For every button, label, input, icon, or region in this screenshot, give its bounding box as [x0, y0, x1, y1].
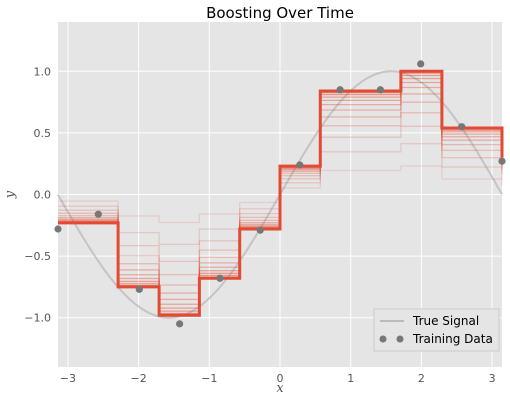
- y-tick-label-2: 0.0: [34, 189, 52, 202]
- training-point-4: [216, 274, 224, 282]
- training-point-8: [376, 86, 384, 94]
- y-tick-label-3: 0.5: [34, 127, 52, 140]
- training-point-5: [256, 226, 264, 234]
- chart-title: Boosting Over Time: [206, 4, 354, 22]
- legend-training-data-swatch: [379, 335, 387, 343]
- training-data-layer: [54, 60, 506, 328]
- legend: True Signal Training Data: [373, 308, 500, 352]
- training-point-3: [176, 320, 184, 328]
- x-axis-label: x: [276, 381, 284, 396]
- y-tick-labels: −1.0 −0.5 0.0 0.5 1.0: [24, 65, 51, 324]
- training-point-6: [296, 161, 304, 169]
- y-axis-label: y: [3, 190, 18, 199]
- training-point-0: [54, 225, 62, 233]
- training-point-11: [498, 157, 506, 165]
- x-tick-label-1: −2: [130, 372, 146, 385]
- training-point-9: [417, 60, 425, 68]
- training-point-10: [458, 123, 466, 131]
- x-tick-label-6: 3: [489, 372, 496, 385]
- legend-label-training-data: Training Data: [412, 332, 493, 346]
- legend-box: [373, 308, 500, 352]
- training-point-7: [336, 86, 344, 94]
- y-tick-label-4: 1.0: [34, 65, 52, 78]
- training-point-1: [94, 210, 102, 218]
- x-tick-label-3: 0: [277, 372, 284, 385]
- training-point-2: [135, 285, 143, 293]
- legend-training-data-swatch-2: [396, 335, 404, 343]
- x-tick-label-0: −3: [60, 372, 76, 385]
- boosting-steps-layer: [58, 69, 504, 317]
- y-tick-label-1: −0.5: [24, 250, 51, 263]
- y-tick-label-0: −1.0: [24, 312, 51, 325]
- legend-label-true-signal: True Signal: [412, 314, 479, 328]
- x-tick-label-5: 2: [418, 372, 425, 385]
- boosting-step-curve-12: [58, 69, 504, 317]
- x-tick-label-2: −1: [201, 372, 217, 385]
- x-tick-labels: −3 −2 −1 0 1 2 3: [60, 372, 496, 385]
- x-tick-label-4: 1: [347, 372, 354, 385]
